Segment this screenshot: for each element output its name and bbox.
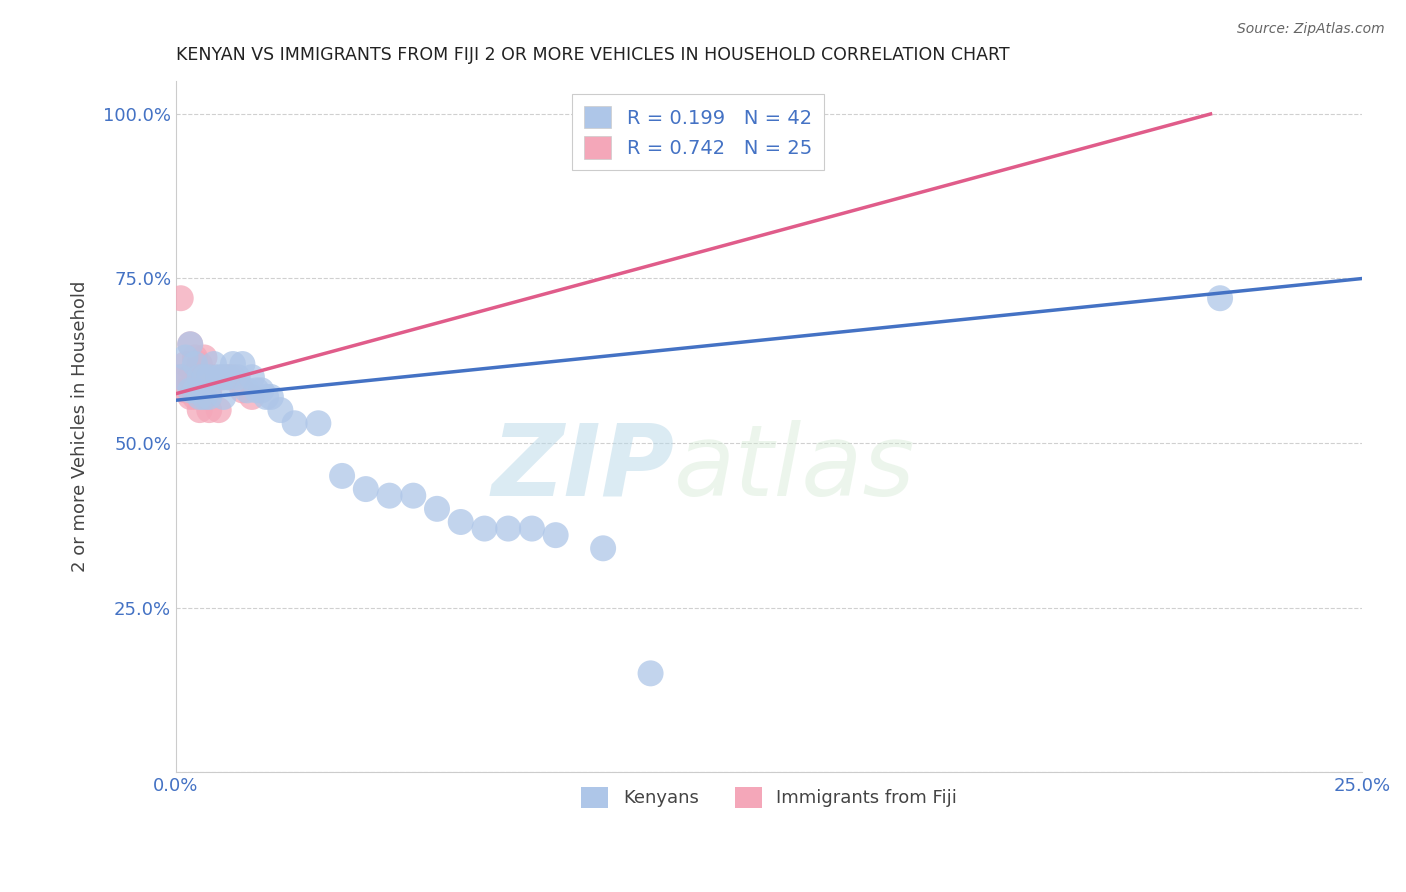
Point <box>184 384 207 398</box>
Point <box>222 370 245 384</box>
Point <box>1209 291 1232 305</box>
Point <box>193 390 215 404</box>
Point <box>250 384 273 398</box>
Text: Source: ZipAtlas.com: Source: ZipAtlas.com <box>1237 22 1385 37</box>
Point <box>231 384 253 398</box>
Point <box>544 528 567 542</box>
Text: KENYAN VS IMMIGRANTS FROM FIJI 2 OR MORE VEHICLES IN HOUSEHOLD CORRELATION CHART: KENYAN VS IMMIGRANTS FROM FIJI 2 OR MORE… <box>176 46 1010 64</box>
Point <box>202 370 225 384</box>
Point <box>198 403 221 417</box>
Point <box>202 357 225 371</box>
Point <box>188 357 211 371</box>
Point <box>640 666 662 681</box>
Point <box>179 337 201 351</box>
Point <box>307 417 329 431</box>
Point <box>184 351 207 365</box>
Point <box>198 390 221 404</box>
Point <box>217 370 239 384</box>
Point <box>496 522 519 536</box>
Text: ZIP: ZIP <box>491 419 675 516</box>
Point <box>179 370 201 384</box>
Point <box>174 384 197 398</box>
Point <box>170 370 193 384</box>
Point <box>240 390 263 404</box>
Point <box>179 384 201 398</box>
Point <box>246 384 269 398</box>
Point <box>188 390 211 404</box>
Point <box>184 390 207 404</box>
Point <box>179 337 201 351</box>
Point <box>450 515 472 529</box>
Point <box>520 522 543 536</box>
Point <box>208 370 231 384</box>
Point <box>188 384 211 398</box>
Point <box>188 370 211 384</box>
Point <box>174 357 197 371</box>
Point <box>212 370 235 384</box>
Point <box>184 370 207 384</box>
Point <box>254 390 277 404</box>
Point <box>212 370 235 384</box>
Point <box>193 370 215 384</box>
Point <box>378 489 401 503</box>
Point <box>284 417 307 431</box>
Point <box>188 403 211 417</box>
Point <box>193 351 215 365</box>
Point <box>426 501 449 516</box>
Point <box>474 522 496 536</box>
Point <box>592 541 614 556</box>
Point <box>208 403 231 417</box>
Point <box>198 370 221 384</box>
Point <box>170 291 193 305</box>
Point <box>198 384 221 398</box>
Point <box>240 370 263 384</box>
Legend: Kenyans, Immigrants from Fiji: Kenyans, Immigrants from Fiji <box>574 780 965 815</box>
Point <box>269 403 291 417</box>
Point <box>174 351 197 365</box>
Point <box>226 370 249 384</box>
Point <box>212 390 235 404</box>
Point <box>184 357 207 371</box>
Point <box>354 482 377 496</box>
Point <box>217 370 239 384</box>
Point <box>222 357 245 371</box>
Y-axis label: 2 or more Vehicles in Household: 2 or more Vehicles in Household <box>72 281 89 573</box>
Point <box>179 390 201 404</box>
Point <box>170 370 193 384</box>
Point <box>236 384 259 398</box>
Point <box>402 489 425 503</box>
Point <box>193 370 215 384</box>
Point <box>231 357 253 371</box>
Point <box>330 469 353 483</box>
Point <box>260 390 283 404</box>
Text: atlas: atlas <box>675 419 915 516</box>
Point <box>193 390 215 404</box>
